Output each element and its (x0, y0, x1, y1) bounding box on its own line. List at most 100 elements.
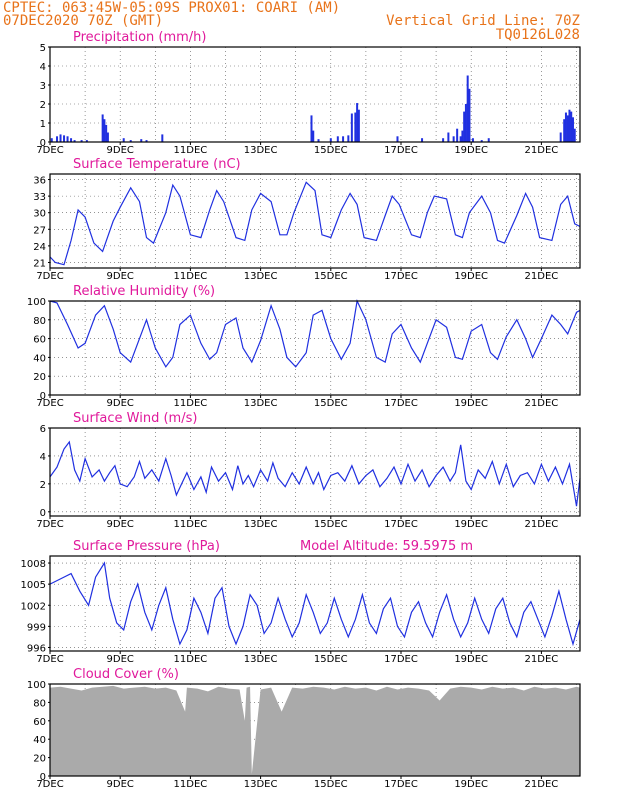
pressure-title: Surface Pressure (hPa) (73, 539, 220, 554)
cloud-cover-y-tick-label: 0 (40, 772, 46, 783)
precipitation-x-tick-label: 11DEC (174, 145, 208, 156)
precip-bar (73, 140, 76, 142)
precip-bar (468, 88, 471, 142)
precipitation-y-tick-label: 4 (40, 62, 46, 73)
precip-bar (161, 134, 164, 142)
precipitation-plot-frame (49, 46, 581, 143)
humidity-panel: 0 20 40 60 80 100 7DEC 9DEC 11DEC 13DEC 15DEC 17DEC… (27, 284, 581, 409)
precip-bar (487, 138, 490, 142)
precip-bar (563, 119, 566, 142)
temperature-y-tick-label: 30 (33, 209, 46, 220)
temperature-y-tick-label: 24 (33, 242, 46, 253)
cloud-cover-y-tick-label: 100 (27, 680, 46, 691)
precipitation-y-tick-label: 2 (40, 100, 46, 111)
precipitation-y-tick-label: 5 (40, 43, 46, 54)
wind-x-tick-label: 7DEC (36, 519, 63, 530)
temperature-x-tick-label: 19DEC (454, 271, 488, 282)
humidity-x-tick-label: 11DEC (174, 398, 208, 409)
precip-bar (310, 115, 313, 142)
wind-x-tick-label: 17DEC (384, 519, 418, 530)
temperature-y-tick-label: 36 (33, 176, 46, 187)
precip-bar (357, 109, 360, 142)
precip-bar (59, 134, 62, 142)
wind-y-tick-label: 4 (40, 452, 46, 463)
precipitation-x-tick-label: 19DEC (454, 145, 488, 156)
temperature-x-tick-label: 11DEC (174, 271, 208, 282)
wind-x-tick-label: 21DEC (525, 519, 559, 530)
humidity-x-tick-label: 21DEC (525, 398, 559, 409)
precip-bar (442, 138, 445, 142)
precip-bar (452, 136, 455, 142)
cloud-cover-x-tick-label: 19DEC (454, 779, 488, 790)
pressure-x-tick-label: 13DEC (244, 654, 278, 665)
cloud-cover-x-tick-label: 13DEC (244, 779, 278, 790)
precip-bar (463, 111, 466, 142)
temperature-x-tick-label: 15DEC (314, 271, 348, 282)
cloud-cover-y-tick-label: 60 (33, 717, 46, 728)
precip-bar (50, 138, 53, 142)
cloud-cover-panel: 0 20 40 60 80 100 7DEC 9DEC 11DEC 13DEC 15DEC 17DEC… (27, 667, 581, 790)
temperature-plot-frame (49, 173, 581, 269)
precip-bar (347, 135, 350, 142)
precip-bar (342, 136, 345, 142)
humidity-x-tick-label: 19DEC (454, 398, 488, 409)
cloud-cover-title: Cloud Cover (%) (73, 667, 179, 682)
precip-bar (461, 130, 464, 142)
precip-bar (350, 113, 353, 142)
humidity-y-tick-label: 40 (33, 353, 46, 364)
pressure-x-tick-label: 11DEC (174, 654, 208, 665)
temperature-x-tick-label: 9DEC (107, 271, 134, 282)
precip-bar (456, 128, 459, 142)
header-grid-line: Vertical Grid Line: 70Z (386, 13, 580, 29)
temperature-series-line (49, 181, 581, 266)
precip-bar (480, 140, 483, 142)
wind-x-tick-label: 9DEC (107, 519, 134, 530)
precip-bar (66, 136, 69, 142)
precip-bar (105, 124, 108, 142)
precip-bar (354, 112, 357, 142)
cloud-cover-plot-frame (49, 683, 581, 777)
temperature-y-tick-label: 27 (33, 225, 46, 236)
humidity-y-tick-label: 0 (40, 391, 46, 402)
precip-bar (70, 138, 73, 142)
precip-bar (570, 111, 573, 142)
precip-bar (140, 139, 143, 142)
wind-x-tick-label: 15DEC (314, 519, 348, 530)
pressure-x-tick-label: 7DEC (36, 654, 63, 665)
precip-bar (464, 104, 467, 142)
precipitation-x-tick-label: 17DEC (384, 145, 418, 156)
pressure-x-tick-label: 15DEC (314, 654, 348, 665)
precip-bar (566, 115, 569, 142)
precip-bar (459, 136, 462, 142)
pressure-x-tick-label: 17DEC (384, 654, 418, 665)
precip-bar (568, 109, 571, 142)
header-location: CPTEC: 063:45W-05:09S PROX01: COARI (AM) (3, 0, 340, 16)
precipitation-x-tick-label: 21DEC (525, 145, 559, 156)
cloud-cover-y-tick-label: 40 (33, 735, 46, 746)
humidity-plot-frame (49, 300, 581, 396)
wind-y-tick-label: 6 (40, 424, 46, 435)
temperature-x-tick-label: 13DEC (244, 271, 278, 282)
precip-bar (101, 114, 104, 142)
precip-bar (356, 103, 359, 142)
pressure-y-tick-label: 1002 (21, 601, 46, 612)
precipitation-panel: 0 1 2 3 4 5 7DEC 9DEC 11DEC 13DEC 15DEC 17DEC 19DEC 2… (36, 30, 581, 156)
pressure-panel: 996 999 1002 1005 1008 7DEC 9DEC 11DEC 13DEC 15DE… (21, 539, 581, 665)
precip-bar (317, 139, 320, 142)
precip-bar (471, 138, 474, 142)
humidity-x-tick-label: 13DEC (244, 398, 278, 409)
precip-bar (122, 138, 125, 142)
precipitation-y-tick-label: 3 (40, 81, 46, 92)
wind-x-tick-label: 13DEC (244, 519, 278, 530)
precip-bar (559, 132, 562, 142)
cloud-cover-x-tick-label: 17DEC (384, 779, 418, 790)
cloud-cover-area (50, 685, 580, 776)
precip-bar (571, 117, 574, 142)
temperature-x-tick-label: 17DEC (384, 271, 418, 282)
pressure-x-tick-label: 21DEC (525, 654, 559, 665)
wind-x-tick-label: 19DEC (454, 519, 488, 530)
precipitation-x-tick-label: 9DEC (107, 145, 134, 156)
precip-bar (336, 136, 339, 142)
precip-bar (329, 138, 332, 142)
